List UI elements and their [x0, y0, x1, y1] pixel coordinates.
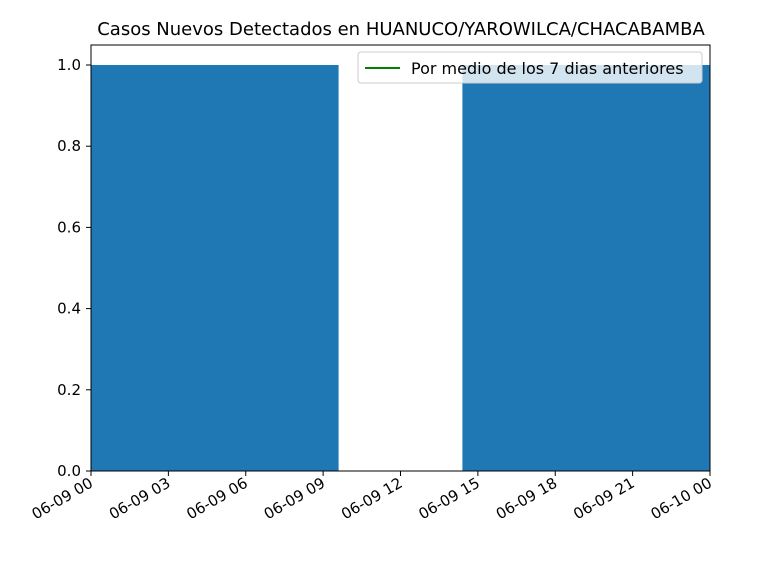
bar-2 [462, 65, 710, 471]
x-tick-label: 06-09 06 [183, 474, 250, 523]
bar-1 [91, 65, 339, 471]
x-tick-label: 06-09 18 [493, 474, 560, 523]
bars-layer [91, 65, 710, 471]
x-tick-label: 06-09 21 [570, 474, 637, 523]
y-tick-label: 0.8 [57, 137, 81, 155]
y-tick-label: 0.4 [57, 300, 81, 318]
x-tick-label: 06-09 15 [415, 474, 482, 523]
y-tick-label: 1.0 [57, 56, 81, 74]
chart-title: Casos Nuevos Detectados en HUANUCO/YAROW… [97, 19, 705, 40]
y-tick-label: 0.0 [57, 462, 81, 480]
legend-label: Por medio de los 7 dias anteriores [411, 59, 684, 78]
x-tick-label: 06-09 09 [261, 474, 328, 523]
legend: Por medio de los 7 dias anteriores [357, 51, 703, 84]
y-axis: 0.0 0.2 0.4 0.6 0.8 1.0 [57, 56, 91, 480]
x-tick-label: 06-09 00 [29, 474, 96, 523]
x-tick-label: 06-09 12 [338, 474, 405, 523]
legend-box [357, 51, 703, 84]
x-tick-label: 06-10 00 [648, 474, 715, 523]
y-tick-label: 0.6 [57, 218, 81, 236]
x-tick-label: 06-09 03 [106, 474, 173, 523]
y-tick-label: 0.2 [57, 381, 81, 399]
x-axis: 06-09 00 06-09 03 06-09 06 06-09 09 06-09 12… [29, 471, 715, 523]
